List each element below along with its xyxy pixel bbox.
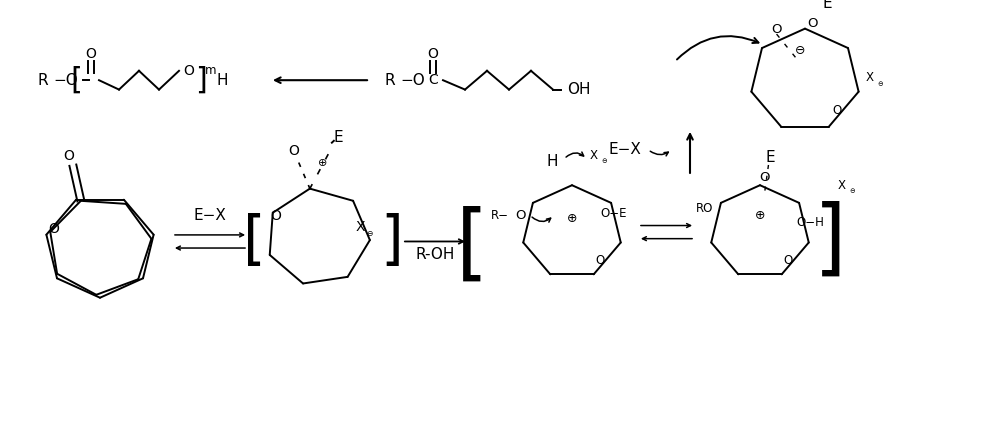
Text: [: [	[243, 213, 265, 270]
Text: O: O	[760, 171, 770, 184]
Text: E−X: E−X	[609, 142, 641, 157]
Text: OH: OH	[567, 82, 590, 97]
Text: ]: ]	[381, 213, 403, 270]
Text: [: [	[456, 205, 488, 287]
Text: −O: −O	[53, 73, 78, 88]
Text: [: [	[70, 66, 82, 95]
Text: O−H: O−H	[796, 216, 824, 229]
Text: R−: R−	[491, 209, 509, 222]
Text: O: O	[783, 254, 793, 267]
Text: O: O	[288, 144, 299, 158]
Text: O: O	[772, 23, 782, 36]
Text: ]: ]	[195, 66, 207, 95]
Text: H: H	[546, 154, 558, 169]
Text: O: O	[270, 209, 281, 224]
Text: X: X	[838, 179, 846, 192]
Text: R: R	[37, 73, 48, 88]
Text: E−X: E−X	[194, 208, 226, 223]
Text: $\ominus$: $\ominus$	[794, 44, 806, 57]
Text: O: O	[428, 47, 438, 61]
Text: X: X	[590, 149, 598, 162]
Text: R: R	[384, 73, 395, 88]
Text: $\oplus$: $\oplus$	[754, 209, 766, 222]
Text: $^\ominus$: $^\ominus$	[848, 189, 856, 199]
Text: $^\ominus$: $^\ominus$	[876, 81, 884, 91]
Text: RO: RO	[696, 202, 714, 215]
Text: $^\ominus$: $^\ominus$	[600, 159, 608, 169]
Text: E: E	[333, 130, 343, 145]
Text: H: H	[217, 73, 228, 88]
Text: R-OH: R-OH	[415, 247, 455, 262]
Text: O: O	[48, 222, 59, 236]
Text: $\oplus$: $\oplus$	[317, 157, 327, 168]
Text: E: E	[822, 0, 832, 11]
Text: O: O	[832, 104, 842, 117]
Text: $^\ominus$: $^\ominus$	[365, 230, 375, 240]
Text: O: O	[595, 254, 605, 267]
Text: O: O	[86, 47, 96, 61]
Text: X: X	[355, 221, 365, 234]
Text: O: O	[808, 18, 818, 30]
Text: O: O	[184, 64, 194, 78]
Text: E: E	[765, 150, 775, 165]
Text: ]: ]	[814, 201, 846, 282]
Text: m: m	[205, 64, 217, 77]
Text: $\oplus$: $\oplus$	[566, 211, 578, 224]
Text: O: O	[515, 209, 525, 222]
Text: −O: −O	[400, 73, 425, 88]
Text: C: C	[428, 73, 438, 87]
Text: O: O	[63, 149, 74, 163]
Text: O−E: O−E	[601, 207, 627, 220]
Text: X: X	[866, 71, 874, 84]
